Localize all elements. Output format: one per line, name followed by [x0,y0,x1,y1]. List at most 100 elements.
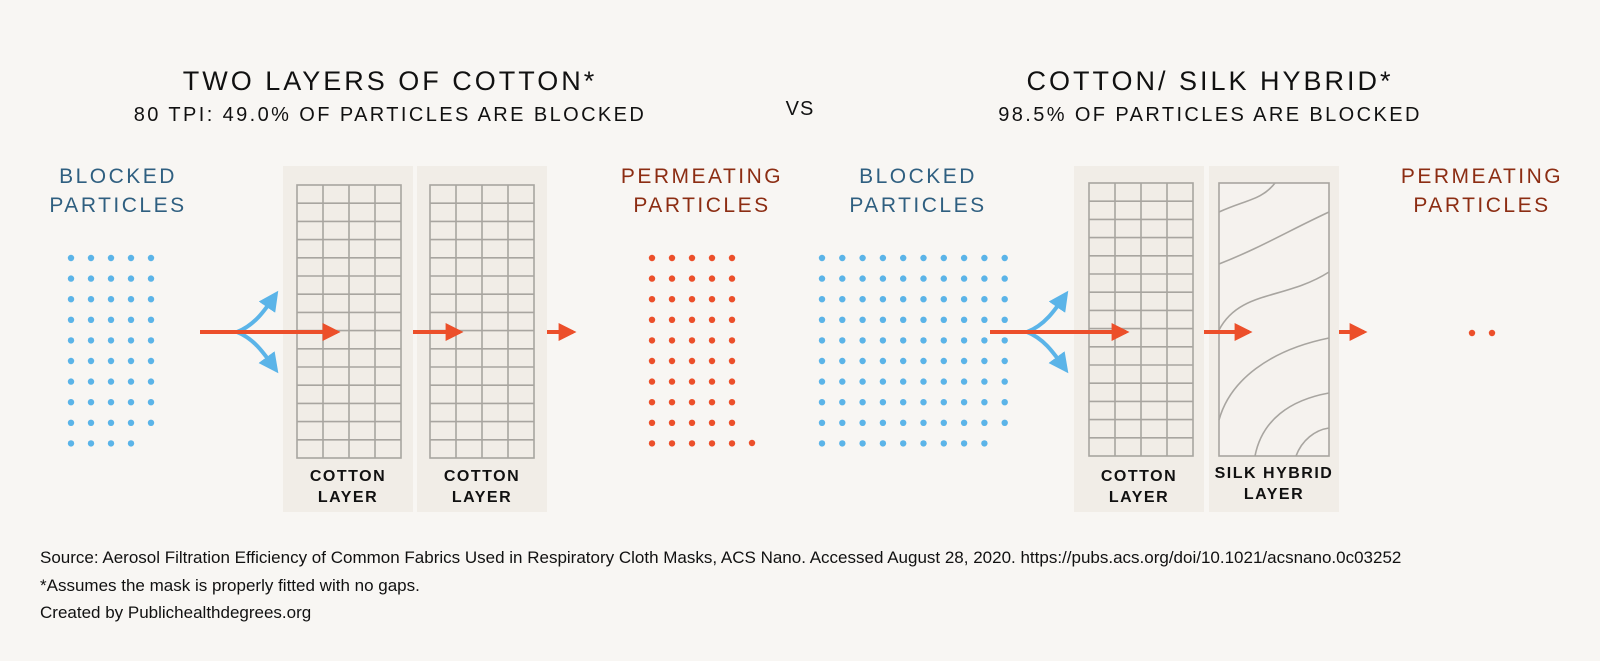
blocked-particle [920,254,927,262]
permeating-particle [708,378,716,385]
permeating-particle [688,378,696,385]
permeating-particle [668,419,676,426]
blocked-particle [147,296,155,303]
right-layer-1-caption-line2: LAYER [1108,489,1170,506]
blocked-particle [127,419,135,426]
blocked-particle [107,399,115,406]
blocked-particle [900,254,907,262]
blocked-particle [839,254,846,262]
permeating-particle [708,316,716,323]
right-blocked-label-line2: PARTICLES [849,194,987,217]
left-subtitle: 80 TPI: 49.0% OF PARTICLES ARE BLOCKED [133,104,647,126]
blocked-particle [107,337,115,344]
permeating-particle [688,419,696,426]
blocked-particle [900,275,907,282]
right-deflect-up-arrow [1026,290,1069,334]
permeating-particle [728,337,736,344]
blocked-particle [940,419,947,426]
blocked-particle [87,254,95,262]
blocked-particle [960,419,968,426]
permeating-particle [748,439,756,447]
blocked-particle [818,378,826,385]
blocked-particle [87,316,95,323]
blocked-particle [147,316,155,323]
blocked-particle [839,357,846,365]
blocked-particle [818,357,826,365]
permeating-particle [708,399,716,406]
blocked-particle [1001,275,1008,282]
permeating-particle [728,419,736,426]
left-layer-2-caption: COTTON LAYER [417,466,547,508]
left-layer-1-panel [283,166,413,512]
permeating-particle [648,357,656,365]
left-permeating-label-line2: PARTICLES [633,194,771,217]
permeating-particle [688,337,696,344]
permeating-particle [668,440,676,447]
blocked-particle [900,316,907,323]
blocked-particle [1001,337,1008,344]
blocked-particle [107,316,115,323]
right-title: COTTON/ SILK HYBRID* [1026,66,1394,96]
permeating-particle [708,275,716,282]
blocked-particle [87,337,95,344]
permeating-particle [708,419,716,426]
blocked-particle [87,378,95,385]
blocked-particle [859,337,866,344]
permeating-particle [688,357,696,365]
permeating-particle [668,275,676,282]
blocked-particle [900,296,907,303]
blocked-particle [900,440,907,447]
blocked-particle [67,337,75,344]
permeating-particle [668,357,676,365]
permeating-particle [648,337,656,344]
left-flow-arrows [200,290,577,374]
blocked-particle [859,399,866,406]
right-blocked-label: BLOCKED PARTICLES [818,162,1018,220]
blocked-particle [920,316,927,323]
permeating-particle [708,296,716,303]
blocked-particle [67,296,75,303]
blocked-particle [107,357,115,365]
right-permeating-label-line1: PERMEATING [1400,165,1564,188]
blocked-particle [879,296,887,303]
blocked-particle [940,316,947,323]
blocked-particle [839,378,846,385]
blocked-particle [67,440,75,447]
blocked-particle [859,440,866,447]
blocked-particle [1001,357,1008,365]
permeating-particle [668,296,676,303]
blocked-particle [960,254,968,262]
blocked-particle [960,316,968,323]
left-layer-1-grid [296,184,402,459]
blocked-particle [981,296,988,303]
left-layer-1-caption-line2: LAYER [317,489,379,506]
blocked-particle [859,316,866,323]
blocked-particle [818,254,826,262]
blocked-particle [147,275,155,282]
blocked-particle [920,419,927,426]
blocked-particle [107,440,115,447]
blocked-particle [147,399,155,406]
blocked-particle [87,275,95,282]
blocked-particle [839,440,846,447]
blocked-particle [1001,399,1008,406]
permeating-particle [708,337,716,344]
blocked-particle [87,357,95,365]
permeating-particle [668,399,676,406]
right-layer-1-grid [1088,182,1194,457]
blocked-particle [839,337,846,344]
blocked-particle [900,337,907,344]
permeating-particle [728,254,736,262]
blocked-particle [981,399,988,406]
blocked-particle [67,357,75,365]
right-permeating-label: PERMEATING PARTICLES [1372,162,1592,220]
blocked-particle [839,419,846,426]
left-layer-1-caption: COTTON LAYER [283,466,413,508]
blocked-particle [818,419,826,426]
blocked-particle [940,296,947,303]
blocked-particle [839,399,846,406]
blocked-particle [107,254,115,262]
blocked-particle [981,440,988,447]
blocked-particle [127,440,135,447]
permeating-particle [708,357,716,365]
